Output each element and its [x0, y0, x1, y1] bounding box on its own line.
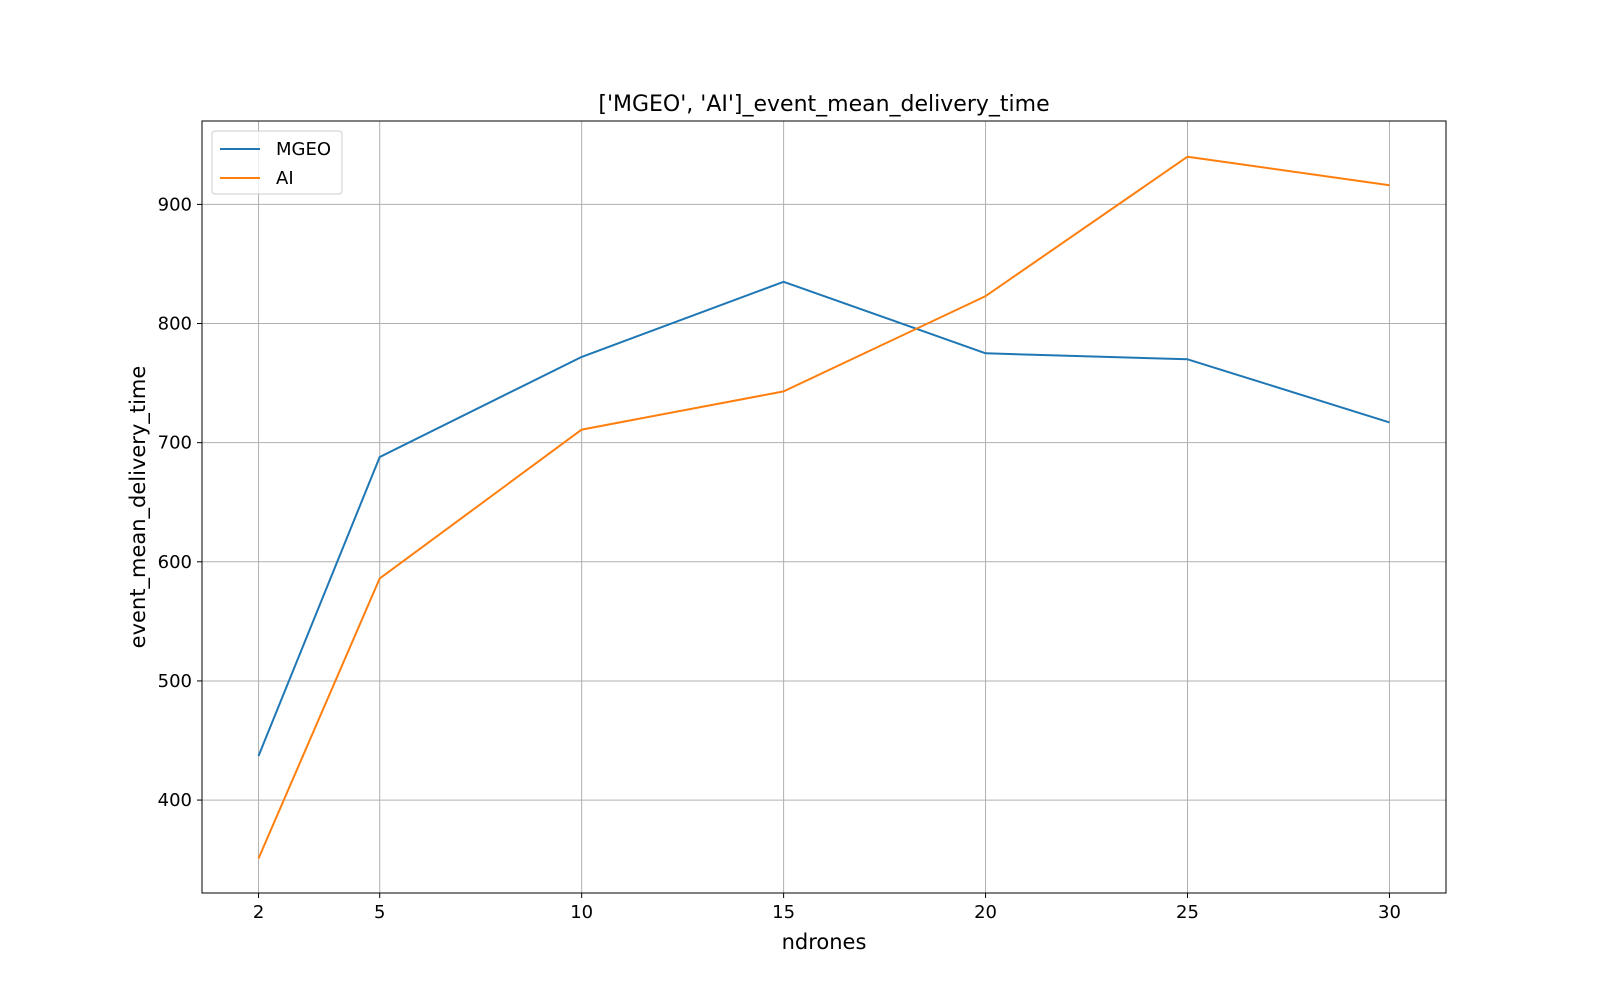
y-tick-label: 900 [158, 194, 192, 215]
y-axis-title: event_mean_delivery_time [126, 366, 151, 649]
series-line-mgeo [257, 280, 1390, 757]
y-tick-label: 500 [158, 671, 192, 692]
y-tick-label: 600 [158, 552, 192, 573]
legend-label-ai: AI [276, 168, 294, 189]
grid [202, 121, 1446, 893]
series-line-ai [257, 155, 1390, 859]
chart-title: ['MGEO', 'AI']_event_mean_delivery_time [598, 92, 1049, 117]
y-axis-ticks: 400 500 600 700 800 900 [158, 194, 202, 811]
x-tick-label: 20 [974, 902, 997, 923]
y-tick-label: 400 [158, 790, 192, 811]
x-tick-label: 15 [772, 902, 795, 923]
x-axis-title: ndrones [782, 930, 867, 954]
x-tick-label: 25 [1176, 902, 1199, 923]
legend-label-mgeo: MGEO [276, 139, 331, 160]
x-tick-label: 30 [1378, 902, 1401, 923]
y-tick-label: 800 [158, 314, 192, 335]
legend: MGEO AI [211, 130, 343, 195]
series-lines [257, 155, 1390, 859]
plot-frame [201, 120, 1447, 894]
x-tick-label: 2 [253, 902, 264, 923]
x-axis-ticks: 2 5 10 15 20 25 30 [253, 893, 1401, 923]
x-tick-label: 10 [570, 902, 593, 923]
y-tick-label: 700 [158, 433, 192, 454]
x-tick-label: 5 [374, 902, 385, 923]
